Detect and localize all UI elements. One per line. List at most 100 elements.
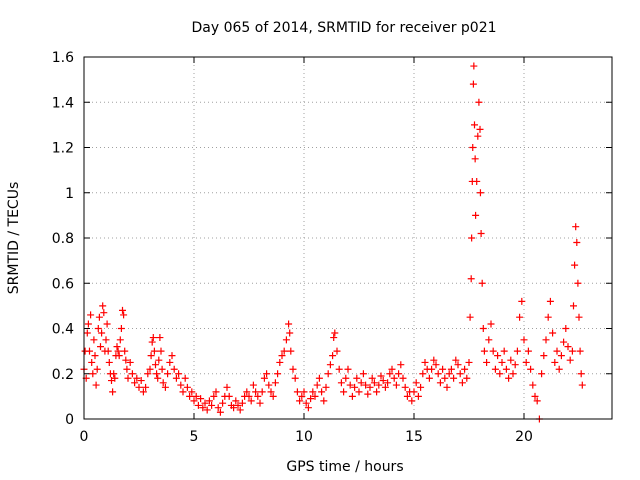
data-point <box>570 302 577 310</box>
data-point <box>428 365 436 373</box>
data-point <box>139 388 147 396</box>
data-point <box>216 408 224 416</box>
data-point <box>566 356 574 364</box>
data-point <box>119 306 126 314</box>
data-point <box>287 347 295 355</box>
data-point <box>113 343 121 351</box>
data-point <box>562 325 570 332</box>
data-point <box>110 370 118 378</box>
data-point <box>443 383 451 391</box>
data-point <box>456 370 464 378</box>
data-point <box>313 381 321 389</box>
data-point <box>576 347 584 355</box>
data-point <box>395 370 403 378</box>
data-point <box>156 334 164 342</box>
data-point <box>300 388 308 396</box>
data-point <box>403 392 411 400</box>
data-point <box>89 370 97 378</box>
data-point <box>553 347 561 355</box>
data-point <box>144 370 152 378</box>
data-point <box>258 388 266 396</box>
data-point <box>210 392 218 400</box>
data-point <box>326 361 334 369</box>
data-point <box>117 325 125 332</box>
data-point <box>212 388 220 396</box>
y-tick-label: 1 <box>65 186 74 202</box>
data-point <box>252 388 260 396</box>
data-point <box>133 374 141 382</box>
data-point <box>465 358 473 366</box>
data-point <box>436 379 444 387</box>
data-point <box>91 352 99 360</box>
plot-frame <box>83 56 613 420</box>
data-point <box>298 392 306 400</box>
data-point <box>527 365 535 373</box>
data-point <box>93 365 101 373</box>
data-point <box>430 356 438 364</box>
data-point <box>123 365 131 373</box>
data-point <box>315 374 323 382</box>
data-point <box>83 329 91 337</box>
data-point <box>454 361 462 369</box>
data-point <box>265 381 273 389</box>
data-point <box>183 383 191 391</box>
data-point <box>408 397 416 405</box>
data-point <box>533 397 541 405</box>
data-point <box>471 121 478 129</box>
data-point <box>447 365 455 373</box>
data-point <box>368 374 376 382</box>
data-point <box>150 347 158 355</box>
data-point <box>421 358 429 366</box>
data-point <box>192 392 200 400</box>
data-point <box>267 388 275 396</box>
data-point <box>109 388 117 396</box>
data-point <box>243 388 251 396</box>
data-point <box>309 388 317 396</box>
x-axis: 0 5 10 15 20 <box>80 57 533 445</box>
data-point <box>271 379 279 387</box>
data-point <box>401 383 409 391</box>
data-points <box>80 62 586 423</box>
y-tick-label: 0.2 <box>52 367 74 383</box>
data-point <box>197 395 205 403</box>
data-point <box>111 374 119 382</box>
data-point <box>362 381 370 389</box>
data-point <box>188 388 196 396</box>
data-point <box>92 381 100 389</box>
data-point <box>564 343 572 351</box>
data-point <box>223 383 231 391</box>
data-point <box>214 404 222 412</box>
data-point <box>478 279 486 287</box>
data-point <box>186 392 194 400</box>
data-point <box>168 352 176 360</box>
data-point <box>373 388 381 396</box>
data-point <box>260 374 268 382</box>
data-point <box>496 370 504 378</box>
data-point <box>483 358 491 366</box>
x-tick-label: 0 <box>80 429 89 445</box>
data-point <box>324 370 332 378</box>
data-point <box>88 358 96 366</box>
data-point <box>390 374 398 382</box>
data-point <box>557 352 565 360</box>
data-point <box>302 399 310 407</box>
data-point <box>414 392 422 400</box>
data-point <box>384 379 392 387</box>
data-point <box>330 334 338 342</box>
data-point <box>452 356 460 364</box>
data-point <box>263 370 271 378</box>
data-point <box>245 392 253 400</box>
data-point <box>573 239 581 247</box>
data-point <box>166 358 174 366</box>
data-point <box>522 358 530 366</box>
data-point <box>157 347 165 355</box>
data-point <box>190 397 198 405</box>
data-point <box>278 352 286 360</box>
data-point <box>348 392 356 400</box>
data-point <box>95 313 103 321</box>
x-axis-label: GPS time / hours <box>286 459 403 475</box>
data-point <box>333 347 341 355</box>
x-tick-label: 10 <box>295 429 313 445</box>
data-point <box>500 347 508 355</box>
data-point <box>574 279 582 287</box>
